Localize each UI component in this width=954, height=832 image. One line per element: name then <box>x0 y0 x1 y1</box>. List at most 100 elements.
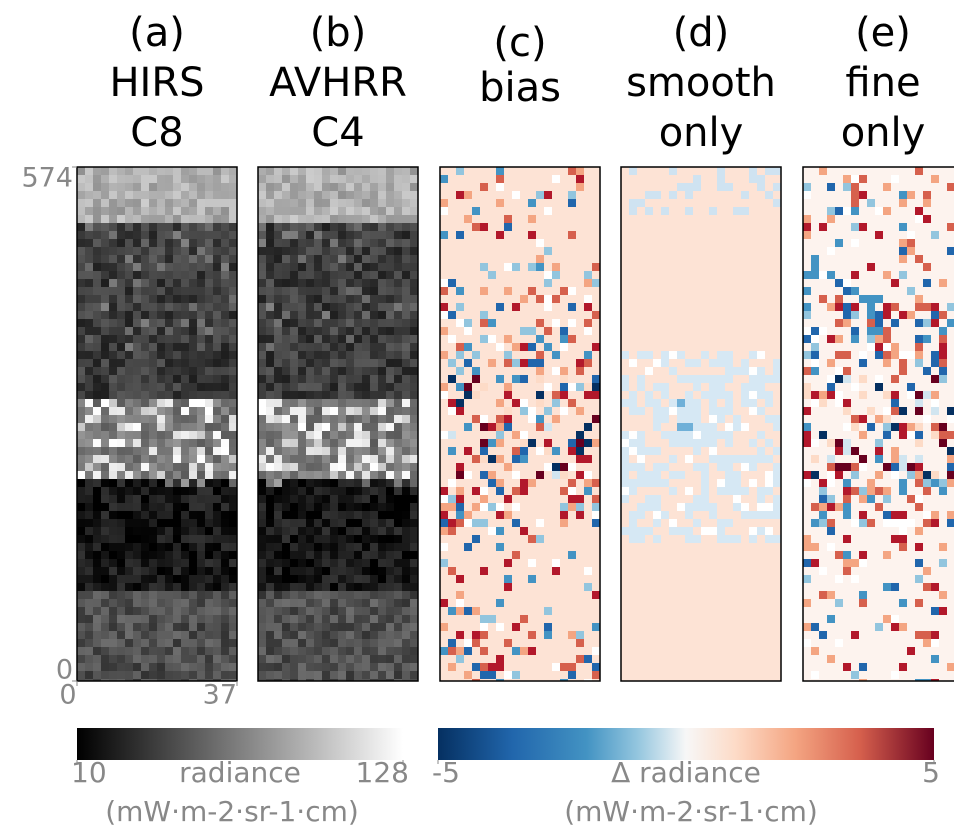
pixel <box>362 175 370 183</box>
pixel <box>290 367 298 375</box>
pixel <box>386 639 394 647</box>
pixel <box>101 615 109 623</box>
pixel <box>378 231 386 239</box>
pixel <box>109 479 117 487</box>
pixel <box>883 351 891 359</box>
pixel <box>181 343 189 351</box>
pixel <box>181 679 189 687</box>
pixel <box>298 303 306 311</box>
pixel <box>205 575 213 583</box>
pixel <box>189 335 197 343</box>
pixel <box>717 431 725 439</box>
pixel <box>362 535 370 543</box>
pixel <box>77 535 85 543</box>
pixel <box>354 367 362 375</box>
pixel <box>827 207 835 215</box>
pixel <box>883 327 891 335</box>
pixel <box>362 399 370 407</box>
pixel <box>173 327 181 335</box>
pixel <box>157 431 165 439</box>
pixel <box>149 319 157 327</box>
pixel <box>835 295 843 303</box>
pixel <box>867 263 875 271</box>
pixel <box>410 447 418 455</box>
pixel <box>560 519 568 527</box>
pixel <box>141 663 149 671</box>
pixel <box>101 295 109 303</box>
pixel <box>85 623 93 631</box>
pixel <box>394 327 402 335</box>
pixel <box>258 263 266 271</box>
pixel <box>560 391 568 399</box>
pixel <box>440 623 448 631</box>
pixel <box>93 311 101 319</box>
pixel <box>165 287 173 295</box>
pixel <box>189 463 197 471</box>
pixel <box>496 199 504 207</box>
pixel <box>117 631 125 639</box>
pixel <box>133 543 141 551</box>
pixel <box>133 351 141 359</box>
pixel <box>306 607 314 615</box>
pixel <box>157 239 165 247</box>
pixel <box>101 399 109 407</box>
pixel <box>213 607 221 615</box>
pixel <box>322 559 330 567</box>
pixel <box>101 591 109 599</box>
pixel <box>354 647 362 655</box>
pixel <box>520 479 528 487</box>
pixel <box>394 271 402 279</box>
pixel <box>101 271 109 279</box>
pixel <box>362 623 370 631</box>
pixel <box>576 359 584 367</box>
pixel <box>891 351 899 359</box>
pixel <box>386 287 394 295</box>
pixel <box>157 623 165 631</box>
pixel <box>709 375 717 383</box>
pixel <box>85 583 93 591</box>
pixel <box>749 175 757 183</box>
pixel <box>346 527 354 535</box>
pixel <box>362 367 370 375</box>
pixel <box>819 431 827 439</box>
pixel <box>197 487 205 495</box>
pixel <box>266 455 274 463</box>
pixel <box>378 415 386 423</box>
pixel <box>189 167 197 175</box>
pixel <box>221 439 229 447</box>
pixel <box>181 215 189 223</box>
pixel <box>370 279 378 287</box>
pixel <box>592 279 600 287</box>
pixel <box>669 455 677 463</box>
pixel <box>883 519 891 527</box>
pixel <box>677 471 685 479</box>
pixel <box>354 167 362 175</box>
pixel <box>480 455 488 463</box>
pixel <box>448 335 456 343</box>
pixel <box>181 375 189 383</box>
pixel <box>173 647 181 655</box>
pixel <box>653 359 661 367</box>
pixel <box>314 527 322 535</box>
pixel <box>298 407 306 415</box>
pixel <box>346 543 354 551</box>
pixel <box>181 407 189 415</box>
pixel <box>274 239 282 247</box>
pixel <box>290 263 298 271</box>
pixel <box>197 255 205 263</box>
pixel <box>402 591 410 599</box>
pixel <box>386 231 394 239</box>
pixel <box>290 551 298 559</box>
pixel <box>907 495 915 503</box>
pixel <box>306 247 314 255</box>
pixel <box>266 511 274 519</box>
pixel <box>189 391 197 399</box>
pixel <box>221 271 229 279</box>
pixel <box>189 207 197 215</box>
pixel <box>378 559 386 567</box>
pixel <box>386 399 394 407</box>
pixel <box>560 487 568 495</box>
pixel <box>386 279 394 287</box>
pixel <box>354 359 362 367</box>
pixel <box>298 439 306 447</box>
